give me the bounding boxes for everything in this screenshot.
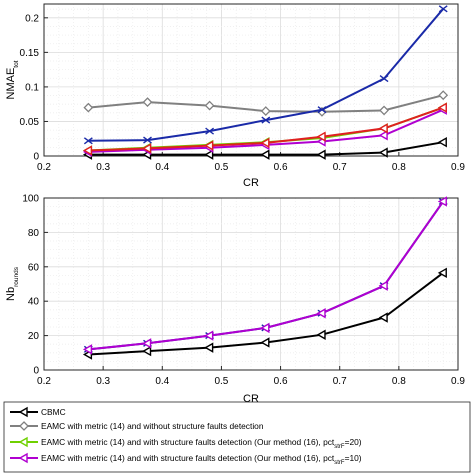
x-tick-label: 0.7 — [333, 162, 347, 173]
data-point-cbmc — [142, 345, 152, 357]
data-point-cbmc — [378, 312, 388, 323]
data-point-eamc_no — [83, 102, 94, 113]
y-axis-label: NMAEtot — [5, 60, 20, 99]
x-tick-label: 0.9 — [451, 162, 465, 173]
x-tick-label: 0.5 — [214, 162, 228, 173]
legend-swatch-marker — [18, 406, 28, 418]
data-point-eamc_blue — [438, 5, 448, 13]
data-point-eamc_10 — [142, 338, 152, 349]
legend: CBMC EAMC with metric (14) and without st… — [3, 401, 471, 473]
legend-swatch-marker — [19, 421, 29, 431]
data-point-eamc_red — [82, 145, 93, 156]
data-point-eamc_blue — [143, 136, 152, 144]
legend-swatch-marker — [18, 436, 28, 448]
data-point-cbmc — [204, 342, 214, 353]
data-point-cbmc — [316, 149, 326, 160]
axes-frame — [43, 3, 459, 157]
data-point-eamc_blue — [261, 116, 271, 124]
data-point-eamc_no — [379, 105, 389, 116]
x-tick-label: 0.3 — [96, 162, 110, 173]
data-point-eamc_no — [204, 100, 215, 111]
y-tick-label: 0.15 — [20, 48, 40, 59]
legend-swatch-marker — [18, 452, 28, 464]
x-tick-label: 0.6 — [274, 376, 288, 387]
y-tick-label: 80 — [28, 228, 40, 239]
data-point-eamc_red — [142, 143, 152, 154]
axes-frame — [43, 197, 459, 371]
y-tick-label: 20 — [28, 331, 40, 342]
legend-label: EAMC with metric (14) and with structure… — [41, 453, 362, 466]
data-point-eamc_blue — [83, 137, 93, 145]
data-point-eamc_10 — [378, 280, 388, 291]
x-axis-label: CR — [243, 177, 259, 189]
data-point-eamc_10 — [437, 196, 447, 207]
y-tick-label: 0 — [33, 152, 39, 163]
data-point-eamc_10 — [378, 130, 388, 141]
legend-label-sub: strF — [334, 444, 345, 450]
x-tick-label: 0.7 — [333, 376, 347, 387]
y-axis-label-sub: rounds — [13, 266, 20, 287]
legend-label: EAMC with metric (14) and with structure… — [41, 437, 362, 450]
data-point-cbmc — [260, 337, 270, 348]
data-point-cbmc — [260, 149, 270, 160]
data-point-eamc_no — [438, 90, 449, 101]
x-tick-label: 0.8 — [392, 162, 406, 173]
data-point-cbmc — [378, 147, 388, 158]
data-point-eamc_blue — [317, 106, 327, 114]
data-point-eamc_no — [142, 97, 153, 108]
top-chart-nmae: 0.2 0.3 0.4 0.5 0.6 0.7 0.8 0.9 0 0.05 0.1 0.15 0.2 C… — [5, 3, 465, 189]
legend-label-tail: =10) — [345, 453, 362, 463]
legend-label-tail: =20) — [345, 437, 362, 447]
x-tick-label: 0.8 — [392, 376, 406, 387]
y-axis-label: Nbrounds — [5, 266, 20, 301]
y-tick-label: 0.1 — [25, 82, 39, 93]
y-tick-label: 40 — [28, 297, 40, 308]
legend-label-text: CBMC — [41, 407, 66, 417]
x-tick-label: 0.4 — [155, 162, 169, 173]
y-axis-label-sub: tot — [13, 60, 20, 67]
data-point-eamc_10 — [204, 330, 214, 341]
y-axis-label-main: NMAE — [5, 68, 17, 100]
data-point-eamc_no — [260, 106, 271, 117]
legend-box — [3, 401, 471, 473]
data-point-eamc_red — [316, 131, 326, 142]
legend-label: CBMC — [41, 407, 66, 417]
legend-label: EAMC with metric (14) and without struct… — [41, 421, 264, 431]
data-point-eamc_10 — [316, 308, 326, 319]
data-point-eamc_blue — [379, 75, 389, 83]
x-tick-label: 0.9 — [451, 376, 465, 387]
data-point-eamc_red — [437, 102, 447, 113]
x-tick-label: 0.6 — [274, 162, 288, 173]
data-point-eamc_10 — [82, 344, 93, 355]
data-point-eamc_red — [260, 137, 270, 149]
x-tick-label: 0.4 — [155, 376, 169, 387]
x-tick-label: 0.2 — [37, 162, 51, 173]
data-point-cbmc — [316, 329, 326, 340]
y-tick-label: 0.05 — [20, 117, 40, 128]
data-point-cbmc — [437, 136, 447, 148]
y-axis-label-main: Nb — [5, 287, 17, 301]
x-tick-label: 0.5 — [214, 376, 228, 387]
data-point-eamc_blue — [205, 127, 215, 135]
data-point-eamc_red — [204, 140, 214, 151]
legend-label-text: EAMC with metric (14) and without struct… — [41, 421, 264, 431]
y-tick-label: 0 — [33, 366, 39, 377]
data-point-eamc_red — [378, 123, 388, 134]
bottom-chart-rounds: 0.2 0.3 0.4 0.5 0.6 0.7 0.8 0.9020406080100CRNb… — [5, 194, 465, 406]
x-tick-label: 0.2 — [37, 376, 51, 387]
y-tick-label: 100 — [22, 194, 39, 205]
x-tick-label: 0.3 — [96, 376, 110, 387]
legend-label-text: EAMC with metric (14) and with structure… — [41, 437, 335, 447]
legend-label-sub: strF — [334, 460, 345, 466]
data-point-cbmc — [204, 149, 214, 160]
data-point-cbmc — [437, 267, 447, 279]
y-tick-label: 60 — [28, 262, 40, 273]
legend-label-text: EAMC with metric (14) and with structure… — [41, 453, 335, 463]
y-tick-label: 0.2 — [25, 13, 39, 24]
data-point-eamc_10 — [260, 322, 270, 334]
